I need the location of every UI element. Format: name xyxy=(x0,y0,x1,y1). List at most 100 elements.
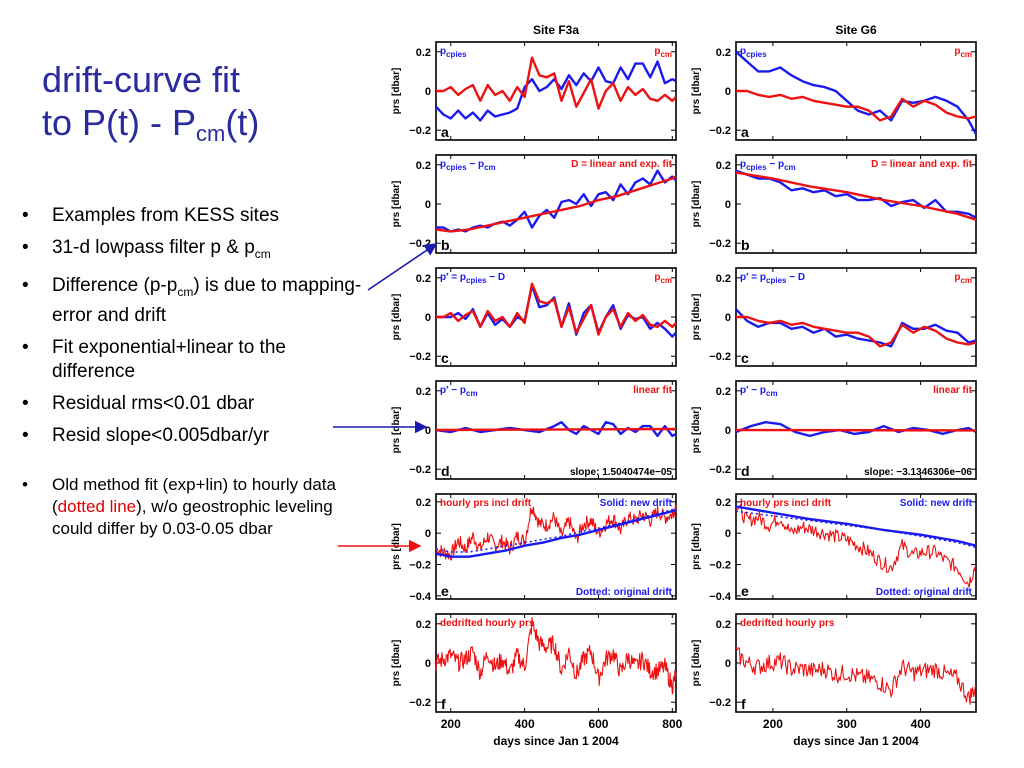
series-line xyxy=(435,175,677,233)
y-tick-label: 0 xyxy=(425,425,431,437)
panel-label: p′ − pcm xyxy=(440,385,478,398)
y-tick-label: −0.2 xyxy=(409,697,431,709)
panel-label: slope: −3.1346306e−06 xyxy=(864,467,972,478)
series-line xyxy=(435,427,677,432)
bullet-item: Residual rms<0.01 dbar xyxy=(22,392,372,416)
y-tick-label: 0.2 xyxy=(716,160,731,172)
x-tick-label: 800 xyxy=(662,717,682,731)
panel-label: pcpies − pcm xyxy=(740,159,796,172)
y-tick-label: 0 xyxy=(725,86,731,98)
panel-letter: f xyxy=(741,696,746,712)
y-tick-label: −0.2 xyxy=(709,697,731,709)
y-axis-label: prs [dbar] xyxy=(691,294,702,341)
y-axis-label: prs [dbar] xyxy=(391,407,402,454)
y-tick-label: 0 xyxy=(425,658,431,670)
panel-label: Dotted: original drift xyxy=(876,587,973,598)
panel-frame xyxy=(435,154,677,254)
y-tick-label: 0.2 xyxy=(416,160,431,172)
y-tick-label: 0 xyxy=(425,86,431,98)
bullet-item: Resid slope<0.005dbar/yr xyxy=(22,424,372,448)
panel-label: p′ = pcpies − D xyxy=(440,272,505,285)
y-tick-label: −0.4 xyxy=(709,591,732,603)
bullet-item-old-method: Old method fit (exp+lin) to hourly data … xyxy=(22,474,372,540)
series-line xyxy=(736,315,977,348)
panel-label: D = linear and exp. fit xyxy=(871,159,973,170)
panel-label: Dotted: original drift xyxy=(576,587,673,598)
panel-letter: b xyxy=(441,237,450,253)
y-axis-label: prs [dbar] xyxy=(391,181,402,228)
bullet-text-post: ), w/o geostrophic leveling could differ… xyxy=(52,496,333,538)
y-tick-label: −0.2 xyxy=(709,464,731,476)
panel-label: pcm xyxy=(654,46,672,59)
column-title: Site G6 xyxy=(835,23,877,37)
panel-label: pcm xyxy=(954,272,972,285)
panel-letter: c xyxy=(441,350,449,366)
bullet-item: Difference (p-pcm) is due to mapping-err… xyxy=(22,274,372,328)
panel-label: pcpies xyxy=(740,46,767,59)
panel-a-g6: 0.2 0 −0.2 prs [dbar] a pcpies pcm xyxy=(691,41,978,141)
panel-c-f3a: 0.2 0 −0.2 prs [dbar] c p′ = pcpies − D pcm xyxy=(391,267,677,367)
series-line xyxy=(735,421,977,438)
y-tick-label: 0.2 xyxy=(716,273,731,285)
y-axis-label: prs [dbar] xyxy=(691,68,702,115)
y-tick-label: 0.2 xyxy=(416,619,431,631)
panel-label: hourly prs incl drift xyxy=(740,498,832,509)
panel-label: linear fit xyxy=(933,385,973,396)
y-axis-label: prs [dbar] xyxy=(691,407,702,454)
panel-letter: e xyxy=(741,583,749,599)
bullet-item: Fit exponential+linear to the difference xyxy=(22,336,372,384)
y-tick-label: 0 xyxy=(725,312,731,324)
panel-frame xyxy=(735,154,977,254)
y-tick-label: −0.2 xyxy=(409,464,431,476)
panel-label: pcpies xyxy=(440,46,467,59)
y-axis-label: prs [dbar] xyxy=(391,294,402,341)
title-line-2-post: (t) xyxy=(225,102,260,143)
y-tick-label: 0.2 xyxy=(716,619,731,631)
bullet-text: Examples from KESS sites xyxy=(52,205,280,226)
bullet-item: 31-d lowpass filter p & pcm xyxy=(22,236,372,266)
series-line xyxy=(735,50,978,135)
y-tick-label: 0 xyxy=(425,199,431,211)
bullet-text: Old method fit (exp+lin) to hourly data … xyxy=(52,474,336,516)
y-tick-label: −0.2 xyxy=(709,351,731,363)
y-tick-label: 0 xyxy=(425,528,431,540)
bullet-text: Fit exponential+linear to the difference xyxy=(52,336,286,382)
series-line xyxy=(735,308,977,348)
slide-title: drift-curve fit to P(t) - Pcm(t) xyxy=(42,58,259,155)
title-line-1: drift-curve fit xyxy=(42,59,241,100)
bullet-text-red: dotted line xyxy=(57,496,137,516)
panel-label: D = linear and exp. fit xyxy=(571,159,673,170)
bullet-text: 31-d lowpass filter p & p xyxy=(52,237,255,258)
y-tick-label: 0 xyxy=(725,425,731,437)
x-tick-label: 300 xyxy=(837,717,857,731)
panel-label: Solid: new drift xyxy=(900,498,973,509)
panel-label: dedrifted hourly prs xyxy=(440,618,535,629)
title-line-2-pre: to P(t) - P xyxy=(42,102,197,143)
panel-letter: b xyxy=(741,237,750,253)
y-tick-label: 0.2 xyxy=(416,273,431,285)
y-tick-label: 0 xyxy=(425,312,431,324)
panel-letter: c xyxy=(741,350,749,366)
panel-label: pcm xyxy=(954,46,972,59)
arrow-to-panel-b xyxy=(367,243,438,291)
bullet-text: Difference (p-p xyxy=(52,274,178,296)
panel-label: hourly prs incl drift xyxy=(440,498,532,509)
bullet-text: Resid slope<0.005dbar/yr xyxy=(52,424,270,446)
panel-label: linear fit xyxy=(633,385,673,396)
panel-label: p′ = pcpies − D xyxy=(740,272,805,285)
panel-frame xyxy=(435,493,677,600)
panel-letter: a xyxy=(441,124,449,140)
panel-label: Solid: new drift xyxy=(600,498,673,509)
panel-letter: e xyxy=(441,583,449,599)
x-tick-label: 600 xyxy=(588,717,608,731)
series-line xyxy=(735,647,977,705)
panel-letter: a xyxy=(741,124,749,140)
panel-f-f3a: 0.2 0 −0.2 200 400 600 800 prs [dbar] f dedrifted… xyxy=(391,613,683,731)
x-tick-label: 400 xyxy=(515,717,535,731)
panel-b-g6: 0.2 0 −0.2 prs [dbar] b pcpies − pcm D = linea… xyxy=(691,154,977,254)
y-tick-label: −0.2 xyxy=(709,238,731,250)
y-tick-label: −0.2 xyxy=(409,351,431,363)
title-line-2: to P(t) - Pcm(t) xyxy=(42,101,259,155)
panel-label: pcm xyxy=(654,272,672,285)
